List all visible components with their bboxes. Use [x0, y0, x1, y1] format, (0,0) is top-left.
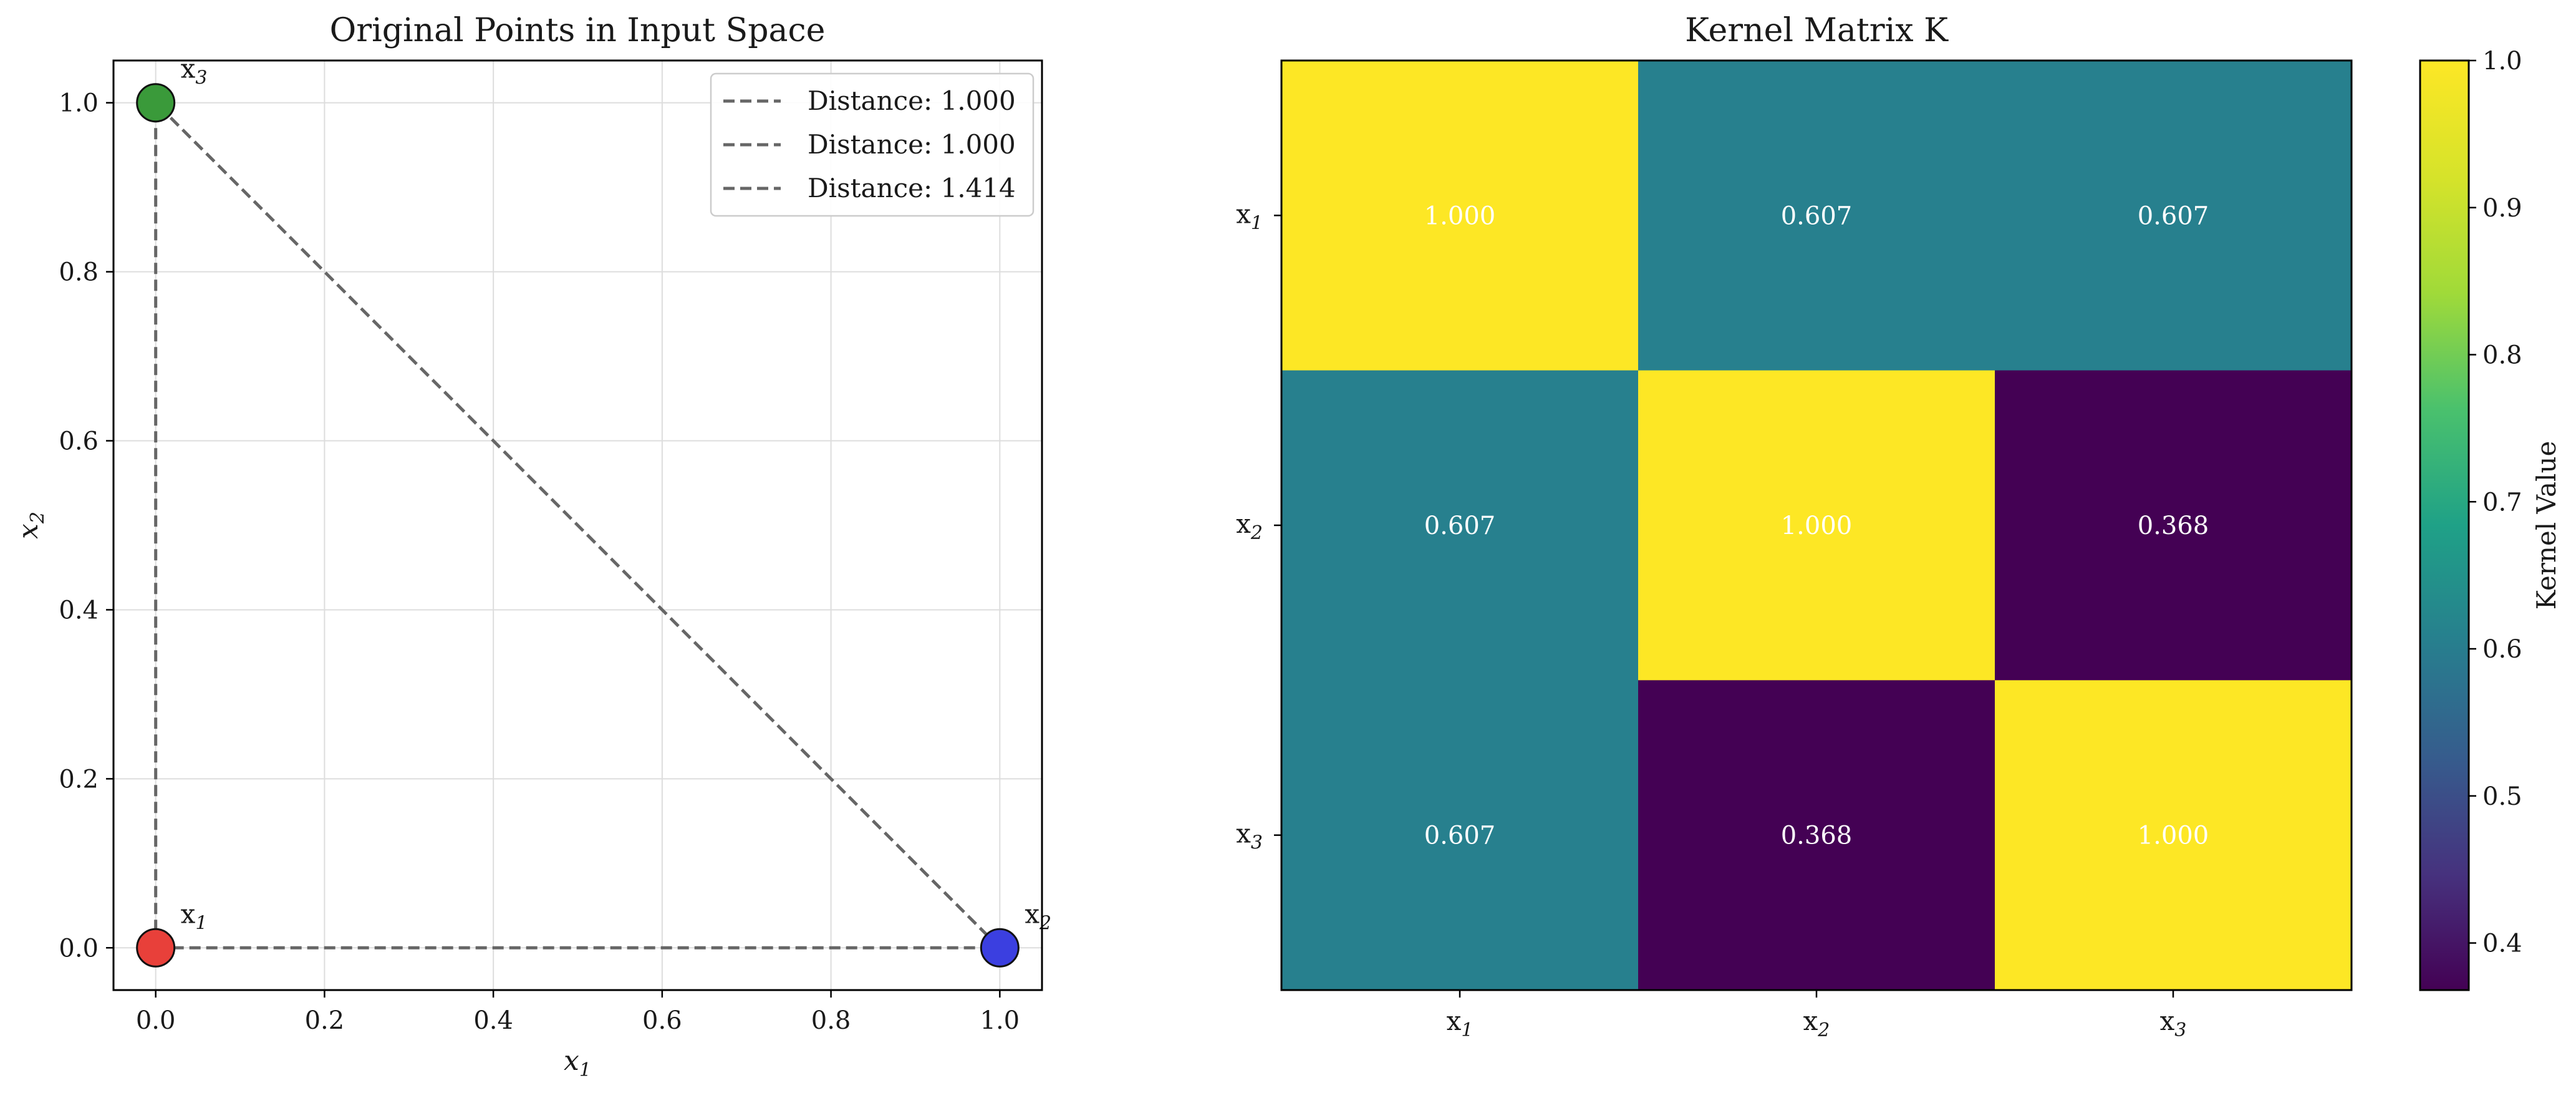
heatmap-cell-value: 0.607	[2138, 202, 2209, 230]
scatter-frame	[112, 59, 1043, 991]
col-label-x3: x3	[2160, 1006, 2187, 1041]
scatter-legend: Distance: 1.000 Distance: 1.000 Distance: …	[710, 72, 1035, 217]
scatter-points: x1 x2 x3	[136, 54, 1051, 968]
row-label-x1: x1	[1236, 198, 1263, 234]
colorbar-label: Kernel Value	[2531, 441, 2562, 610]
heatmap-cell	[1281, 370, 1639, 681]
scatter-ylabel: x2	[12, 512, 49, 539]
row-label-x3: x3	[1236, 819, 1263, 854]
point-label-x3: x3	[181, 54, 208, 89]
colorbar-ticks: 0.4 0.5 0.6 0.7 0.8 0.9 1.0	[2469, 47, 2522, 958]
y-tick-label: 0.0	[59, 934, 99, 963]
distance-line	[154, 101, 1001, 950]
legend-entry: Distance: 1.000	[808, 129, 1016, 160]
x-tick-label: 0.6	[642, 1006, 682, 1035]
heatmap-cell	[1995, 370, 2352, 681]
legend-entry: Distance: 1.000	[808, 85, 1016, 116]
x-tick-label: 0.2	[305, 1006, 345, 1035]
point-x1	[136, 928, 176, 968]
scatter-xlabel: x1	[564, 1045, 591, 1081]
y-tick-label: 0.2	[59, 765, 99, 794]
heatmap-cell	[1638, 680, 1995, 991]
svg-text:x2: x2	[12, 512, 49, 539]
heatmap-cell-value: 0.607	[1424, 512, 1496, 540]
heatmap-cell-value: 0.368	[2138, 512, 2209, 540]
heatmap-cell-value: 1.000	[1781, 512, 1853, 540]
legend-entry: Distance: 1.414	[808, 173, 1016, 203]
y-tick-label: 0.8	[59, 258, 99, 287]
colorbar-tick-label: 0.8	[2482, 341, 2522, 370]
heatmap-title: Kernel Matrix K	[1685, 12, 1949, 49]
y-tick-label: 0.6	[59, 427, 99, 456]
x-tick-label: 0.0	[136, 1006, 176, 1035]
heatmap-cell	[1638, 61, 1995, 371]
y-tick-label: 0.4	[59, 596, 99, 624]
scatter-lines	[154, 101, 1001, 950]
y-tick-label: 1.0	[59, 89, 99, 118]
heatmap-cell	[1638, 370, 1995, 681]
colorbar-tick-label: 0.7	[2482, 488, 2522, 517]
colorbar-tick-label: 0.4	[2482, 930, 2522, 958]
legend-box	[710, 72, 1035, 217]
x-tick-label: 0.8	[811, 1006, 851, 1035]
heatmap-cell	[1995, 680, 2352, 991]
scatter-title: Original Points in Input Space	[330, 12, 826, 49]
scatter-panel: Original Points in Input Space x1 x2 x3 0.…	[12, 12, 1051, 1081]
point-label-x1: x1	[181, 898, 208, 934]
col-label-x1: x1	[1447, 1006, 1474, 1041]
x-tick-label: 0.4	[473, 1006, 513, 1035]
col-label-x2: x2	[1803, 1006, 1830, 1041]
heatmap-cell	[1281, 61, 1639, 371]
scatter-ticks: 0.0 0.2 0.4 0.6 0.8 1.0 0.0 0.2 0.4 0.6 0.8 1.0	[59, 89, 1020, 1035]
colorbar-tick-label: 0.5	[2482, 782, 2522, 811]
svg-text:x1: x1	[564, 1045, 591, 1081]
x-tick-label: 1.0	[980, 1006, 1020, 1035]
point-x3	[136, 83, 176, 123]
row-label-x2: x2	[1236, 508, 1263, 544]
colorbar-tick-label: 1.0	[2482, 47, 2522, 75]
point-x2	[980, 928, 1020, 968]
heatmap-cell-value: 0.607	[1781, 202, 1853, 230]
heatmap-cell-value: 0.368	[1781, 822, 1853, 850]
colorbar: 0.4 0.5 0.6 0.7 0.8 0.9 1.0 Kernel Value	[2419, 47, 2562, 991]
colorbar-tick-label: 0.6	[2482, 635, 2522, 664]
point-label-x2: x2	[1025, 898, 1051, 934]
heatmap-ticks: x1 x2 x3 x1 x2 x3	[1236, 198, 2186, 1041]
heatmap-cell-value: 1.000	[1424, 202, 1496, 230]
colorbar-gradient	[2419, 59, 2470, 991]
colorbar-tick-label: 0.9	[2482, 194, 2522, 223]
heatmap-cell	[1995, 61, 2352, 371]
heatmap-cell-value: 0.607	[1424, 822, 1496, 850]
heatmap-cell-value: 1.000	[2138, 822, 2209, 850]
heatmap-cells: 1.000 0.607 0.607 0.607 1.000 0.368 0.607 0.368…	[1281, 61, 2352, 991]
heatmap-cell	[1281, 680, 1639, 991]
